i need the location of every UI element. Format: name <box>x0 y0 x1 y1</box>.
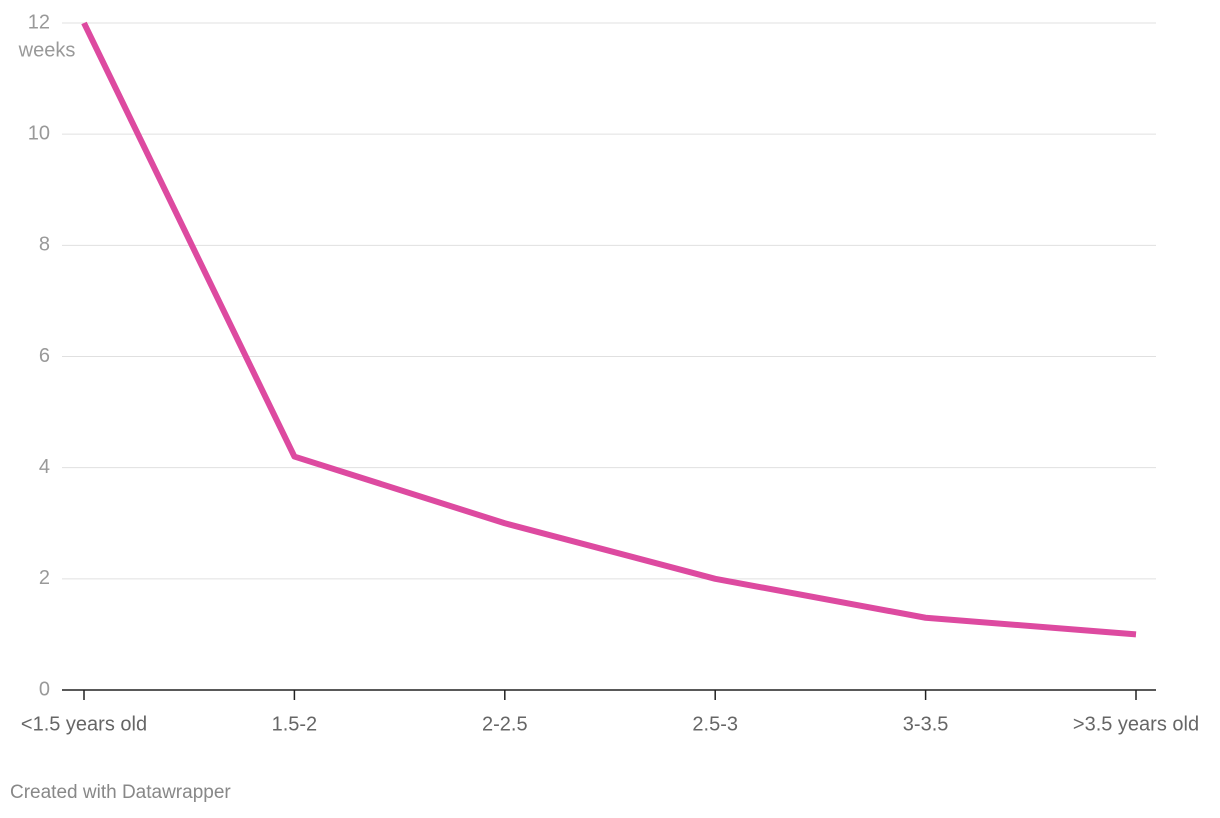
x-tick-label: <1.5 years old <box>21 713 147 735</box>
y-tick-label: 0 <box>39 678 50 700</box>
y-tick-label: 10 <box>28 122 50 144</box>
y-tick-label: 6 <box>39 345 50 367</box>
data-line <box>81 21 1137 638</box>
y-tick-label: 8 <box>39 234 50 256</box>
x-tick-label: 3-3.5 <box>903 713 949 735</box>
x-tick-label: 2.5-3 <box>692 713 738 735</box>
y-unit: weeks <box>18 39 76 61</box>
x-tick-label: >3.5 years old <box>1073 713 1199 735</box>
x-tick-label: 2-2.5 <box>482 713 528 735</box>
y-tick-label: 4 <box>39 456 50 478</box>
credit: Created with Datawrapper <box>10 782 231 803</box>
y-tick-label: 2 <box>39 567 50 589</box>
x-tick-label: 1.5-2 <box>272 713 318 735</box>
y-tick-label: 12 <box>28 11 50 33</box>
